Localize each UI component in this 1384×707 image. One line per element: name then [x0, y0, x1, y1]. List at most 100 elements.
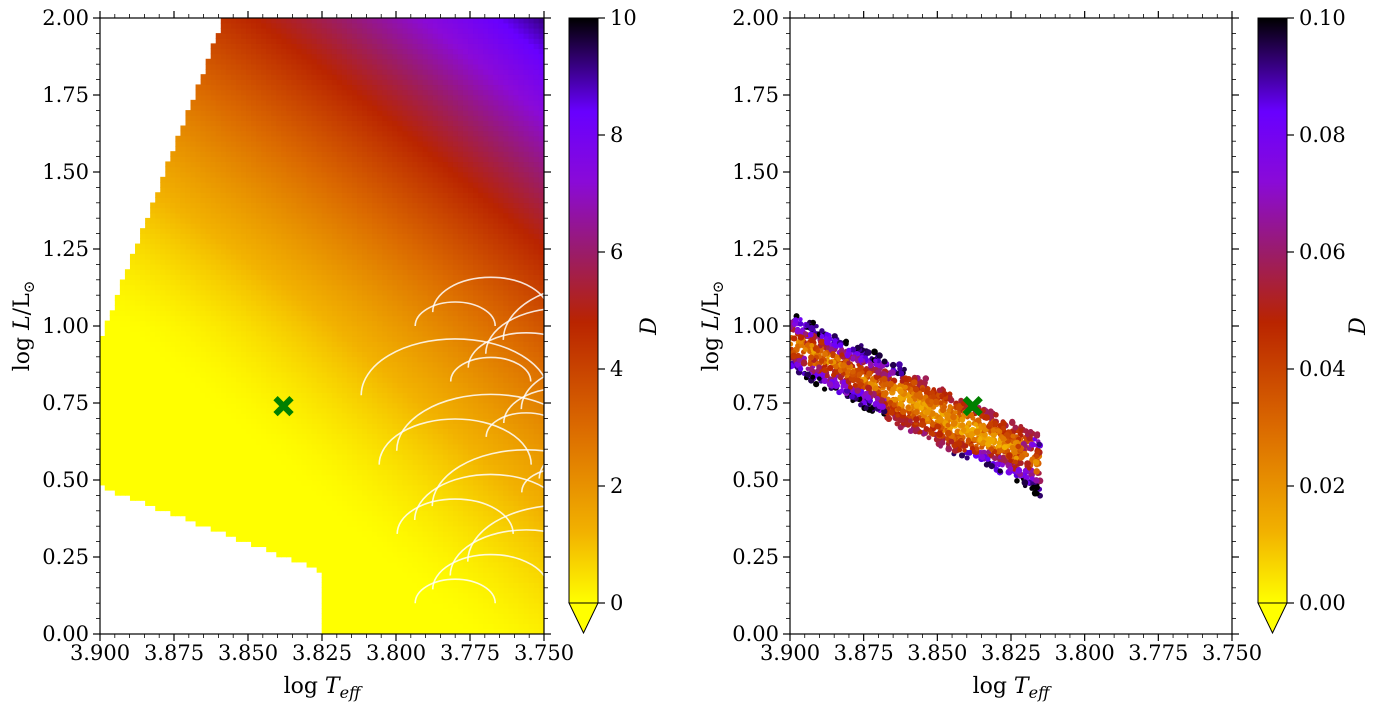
left-heatmap-cell [261, 366, 267, 373]
left-heatmap-cell [124, 484, 131, 491]
left-heatmap-cell [432, 608, 439, 614]
left-heatmap-cell [261, 510, 267, 517]
left-heatmap-cell [165, 412, 171, 419]
left-heatmap-cell [109, 310, 116, 317]
left-heatmap-cell [452, 561, 459, 568]
left-heatmap-cell [427, 469, 434, 476]
left-heatmap-cell [437, 377, 444, 383]
left-heatmap-cell [230, 448, 237, 455]
left-heatmap-cell [498, 433, 504, 440]
left-heatmap-cell [442, 412, 449, 419]
left-heatmap-cell [367, 438, 373, 445]
left-heatmap-cell [336, 289, 343, 296]
left-heatmap-cell [437, 310, 444, 317]
left-heatmap-cell [281, 289, 287, 296]
left-heatmap-cell [155, 315, 161, 322]
left-heatmap-cell [498, 361, 504, 368]
left-heatmap-cell [321, 371, 328, 378]
left-heatmap-cell [417, 448, 424, 455]
left-heatmap-cell [432, 438, 439, 445]
left-heatmap-cell [528, 602, 535, 609]
left-heatmap-cell [225, 330, 232, 337]
left-heatmap-cell [387, 377, 393, 383]
left-heatmap-cell [155, 382, 161, 388]
left-heatmap-cell [336, 582, 343, 589]
left-heatmap-cell [488, 433, 494, 440]
left-heatmap-cell [427, 438, 434, 445]
left-heatmap-cell [493, 459, 499, 465]
left-heatmap-cell [387, 510, 393, 517]
left-heatmap-cell [533, 520, 540, 527]
left-heatmap-cell [417, 294, 424, 301]
left-heatmap-cell [180, 464, 187, 471]
left-heatmap-cell [326, 592, 333, 599]
left-heatmap-cell [357, 510, 363, 517]
left-heatmap-cell [351, 531, 358, 537]
left-heatmap-cell [321, 587, 328, 594]
left-heatmap-cell [457, 592, 464, 599]
left-heatmap-cell [135, 294, 141, 301]
left-heatmap-cell [437, 433, 444, 440]
left-heatmap-cell [185, 412, 192, 419]
left-heatmap-cell [488, 505, 494, 512]
left-heatmap-cell [447, 623, 454, 630]
left-heatmap-cell [195, 284, 202, 291]
left-heatmap-cell [140, 469, 146, 476]
left-heatmap-cell [296, 474, 303, 481]
left-heatmap-cell [362, 510, 368, 517]
left-heatmap-cell [210, 294, 217, 301]
left-heatmap-cell [170, 335, 176, 342]
left-heatmap-cell [306, 443, 313, 450]
left-heatmap-cell [346, 608, 353, 614]
left-heatmap-cell [392, 531, 398, 537]
left-heatmap-cell [190, 305, 197, 311]
left-heatmap-cell [165, 325, 171, 332]
left-heatmap-cell [412, 346, 419, 352]
left-heatmap-cell [180, 479, 187, 486]
left-heatmap-cell [407, 320, 414, 327]
left-heatmap-cell [493, 628, 499, 634]
left-heatmap-cell [256, 387, 262, 394]
left-heatmap-cell [119, 402, 126, 409]
left-heatmap-cell [523, 602, 530, 609]
left-heatmap-cell [215, 387, 222, 394]
left-heatmap-cell [135, 356, 141, 363]
left-heatmap-cell [508, 597, 515, 604]
left-heatmap-cell [145, 454, 151, 460]
left-heatmap-cell [321, 325, 328, 332]
left-heatmap-cell [478, 341, 484, 347]
left-heatmap-cell [291, 361, 298, 368]
left-heatmap-cell [503, 305, 509, 311]
left-heatmap-cell [180, 454, 187, 460]
left-heatmap-cell [518, 320, 525, 327]
left-heatmap-cell [397, 330, 404, 337]
left-heatmap-cell [301, 469, 308, 476]
left-heatmap-cell [251, 541, 257, 548]
left-heatmap-cell [412, 397, 419, 404]
left-heatmap-cell [100, 366, 106, 373]
left-heatmap-cell [210, 392, 217, 399]
left-heatmap-cell [513, 402, 520, 409]
left-heatmap-cell [230, 320, 237, 327]
left-heatmap-cell [205, 382, 212, 388]
left-heatmap-cell [296, 551, 303, 558]
left-heatmap-cell [170, 407, 176, 414]
left-heatmap-cell [442, 402, 449, 409]
left-heatmap-cell [104, 443, 111, 450]
left-heatmap-cell [220, 469, 227, 476]
left-heatmap-cell [336, 474, 343, 481]
left-heatmap-cell [240, 448, 247, 455]
left-heatmap-cell [528, 628, 535, 634]
left-heatmap-cell [321, 418, 328, 424]
left-heatmap-cell [523, 623, 530, 630]
left-heatmap-cell [452, 428, 459, 435]
left-heatmap-cell [346, 551, 353, 558]
left-heatmap-cell [513, 531, 520, 537]
left-heatmap-cell [119, 284, 126, 291]
left-heatmap-cell [523, 500, 530, 506]
left-heatmap-cell [523, 448, 530, 455]
left-heatmap-cell [150, 305, 156, 311]
left-heatmap-cell [427, 572, 434, 578]
left-heatmap-cell [306, 402, 313, 409]
left-heatmap-cell [145, 438, 151, 445]
